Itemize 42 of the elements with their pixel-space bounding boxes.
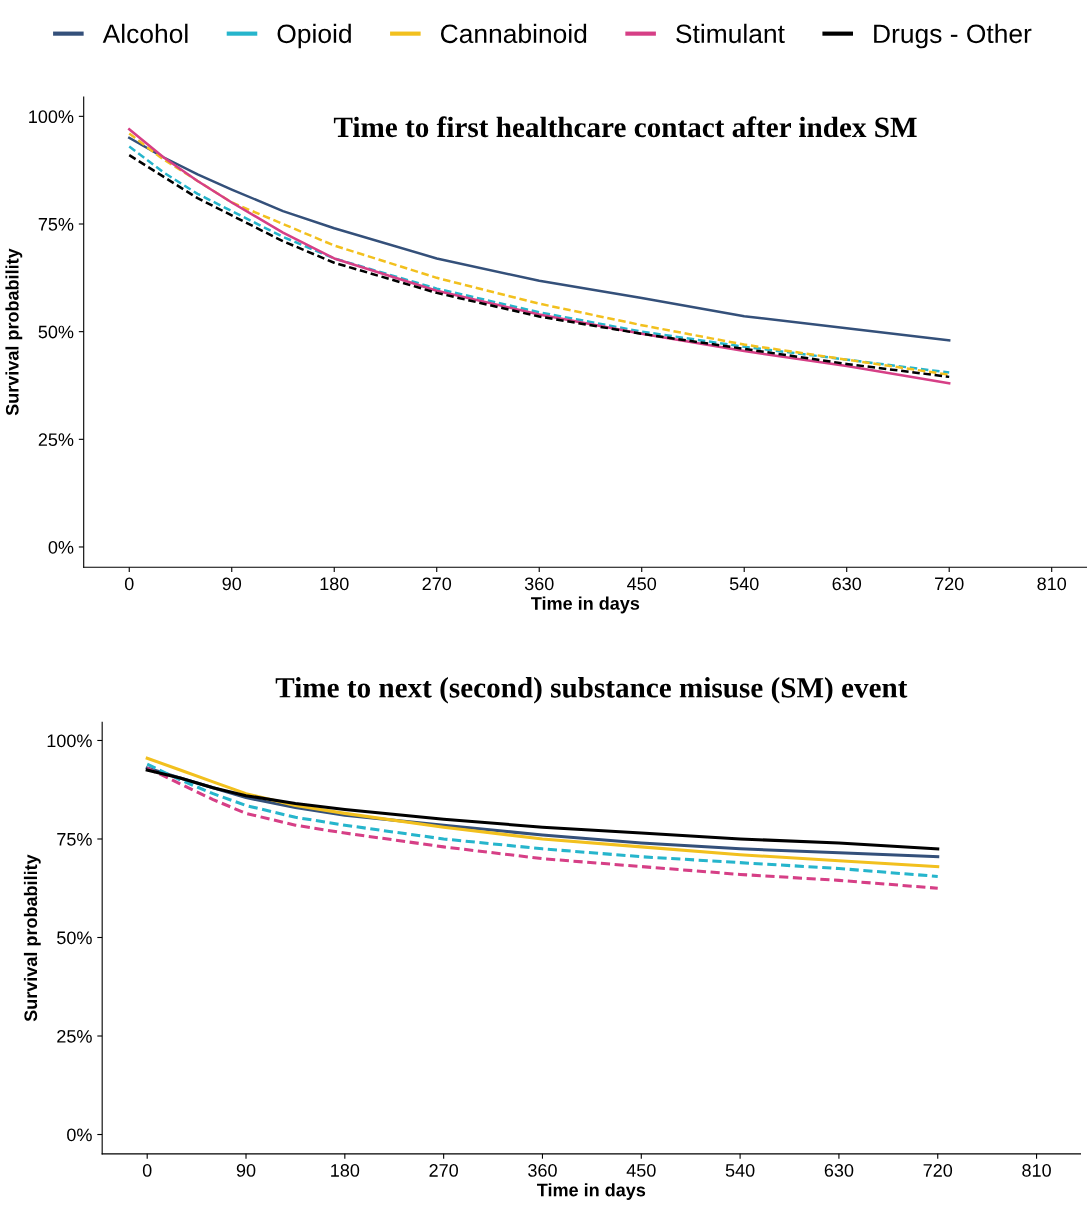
- x-tick-label: 720: [923, 1164, 953, 1177]
- legend-label: Opioid: [277, 23, 351, 49]
- x-tick-label: 270: [422, 577, 452, 591]
- text: Time to first healthcare contact after index SM: [333, 116, 917, 138]
- x-tick-label: 90: [236, 1164, 256, 1177]
- y-tick-label: 100%: [47, 734, 92, 748]
- chart-title: Time to next (second) substance misuse (SM) event: [275, 677, 908, 704]
- x-tick-label: 720: [935, 577, 964, 591]
- y-axis-title: Survival probability: [5, 248, 23, 416]
- y-tick-label: 0%: [67, 1128, 92, 1142]
- x-tick-label: 0: [124, 577, 134, 591]
- x-tick-label: 450: [627, 577, 657, 591]
- x-tick-label: 810: [1037, 577, 1067, 591]
- y-tick-label: 25%: [57, 1029, 92, 1043]
- x-tick-label: 360: [528, 1164, 557, 1177]
- x-tick-label: 180: [331, 1164, 360, 1177]
- x-tick-label: 0: [142, 1164, 152, 1177]
- line-series: [128, 136, 951, 342]
- y-tick-label: 50%: [57, 931, 92, 945]
- x-tick-label: 450: [626, 1164, 656, 1177]
- y-tick-label: 75%: [38, 218, 74, 231]
- x-tick-label: 630: [824, 1164, 854, 1177]
- legend-label: Stimulant: [676, 23, 785, 44]
- y-axis-title: Survival probability: [23, 854, 41, 1022]
- x-tick-label: 540: [725, 1164, 755, 1177]
- y-tick-label: 0%: [48, 540, 74, 554]
- y-tick-label: 75%: [57, 833, 92, 846]
- x-tick-label: 180: [320, 577, 349, 591]
- x-tick-label: 630: [832, 577, 862, 591]
- x-tick-label: 810: [1022, 1164, 1051, 1177]
- x-tick-label: 360: [524, 577, 554, 591]
- legend-label: Alcohol: [102, 23, 188, 44]
- y-tick-label: 50%: [38, 325, 74, 339]
- x-axis-title: Time in days: [537, 1183, 646, 1200]
- y-tick-label: 25%: [38, 433, 74, 447]
- legend-label: Cannabinoid: [441, 23, 587, 44]
- y-tick-label: 100%: [29, 110, 74, 124]
- x-axis-title: Time in days: [531, 596, 640, 614]
- x-tick-label: 90: [222, 577, 242, 591]
- x-tick-label: 540: [729, 577, 759, 591]
- x-tick-label: 270: [429, 1164, 459, 1177]
- legend-label: Drugs - Other: [874, 23, 1032, 49]
